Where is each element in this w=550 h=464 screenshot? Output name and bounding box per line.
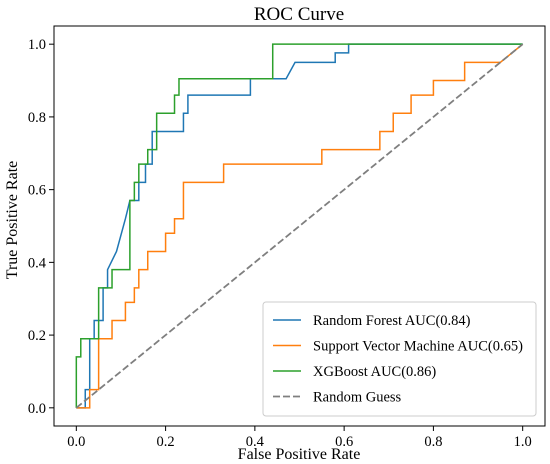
y-axis: 0.0 0.2 0.4 0.6 0.8 1.0 bbox=[28, 37, 54, 417]
x-tick-label: 0.4 bbox=[246, 434, 265, 450]
x-tick-label: 0.6 bbox=[335, 434, 353, 450]
x-axis-label: False Positive Rate bbox=[238, 446, 361, 463]
x-tick-label: 0.8 bbox=[424, 434, 442, 450]
y-tick-label: 1.0 bbox=[28, 37, 46, 53]
plot-series bbox=[75, 43, 524, 409]
series-line-2 bbox=[75, 43, 523, 408]
y-tick-label: 0.8 bbox=[28, 110, 46, 126]
y-tick-label: 0.2 bbox=[28, 328, 46, 344]
legend-label-1: Support Vector Machine AUC(0.65) bbox=[313, 339, 523, 355]
chart-title: ROC Curve bbox=[254, 4, 344, 25]
legend-label-2: XGBoost AUC(0.86) bbox=[313, 364, 436, 380]
legend-label-0: Random Forest AUC(0.84) bbox=[313, 313, 471, 329]
y-tick-label: 0.6 bbox=[28, 183, 46, 199]
y-tick-label: 0.4 bbox=[28, 255, 47, 271]
x-axis: 0.0 0.2 0.4 0.6 0.8 1.0 bbox=[67, 426, 532, 450]
series-line-3 bbox=[75, 43, 524, 409]
legend: Random Forest AUC(0.84) Support Vector Ma… bbox=[262, 301, 537, 417]
x-tick-label: 0.2 bbox=[157, 434, 175, 450]
x-tick-label: 1.0 bbox=[514, 434, 532, 450]
y-axis-label: True Positive Rate bbox=[4, 161, 21, 280]
plot-frame bbox=[53, 25, 546, 427]
legend-box bbox=[262, 301, 537, 417]
x-tick-label: 0.0 bbox=[67, 434, 85, 450]
legend-label-3: Random Guess bbox=[313, 390, 402, 406]
series-line-1 bbox=[76, 43, 524, 409]
y-tick-label: 0.0 bbox=[28, 401, 46, 417]
